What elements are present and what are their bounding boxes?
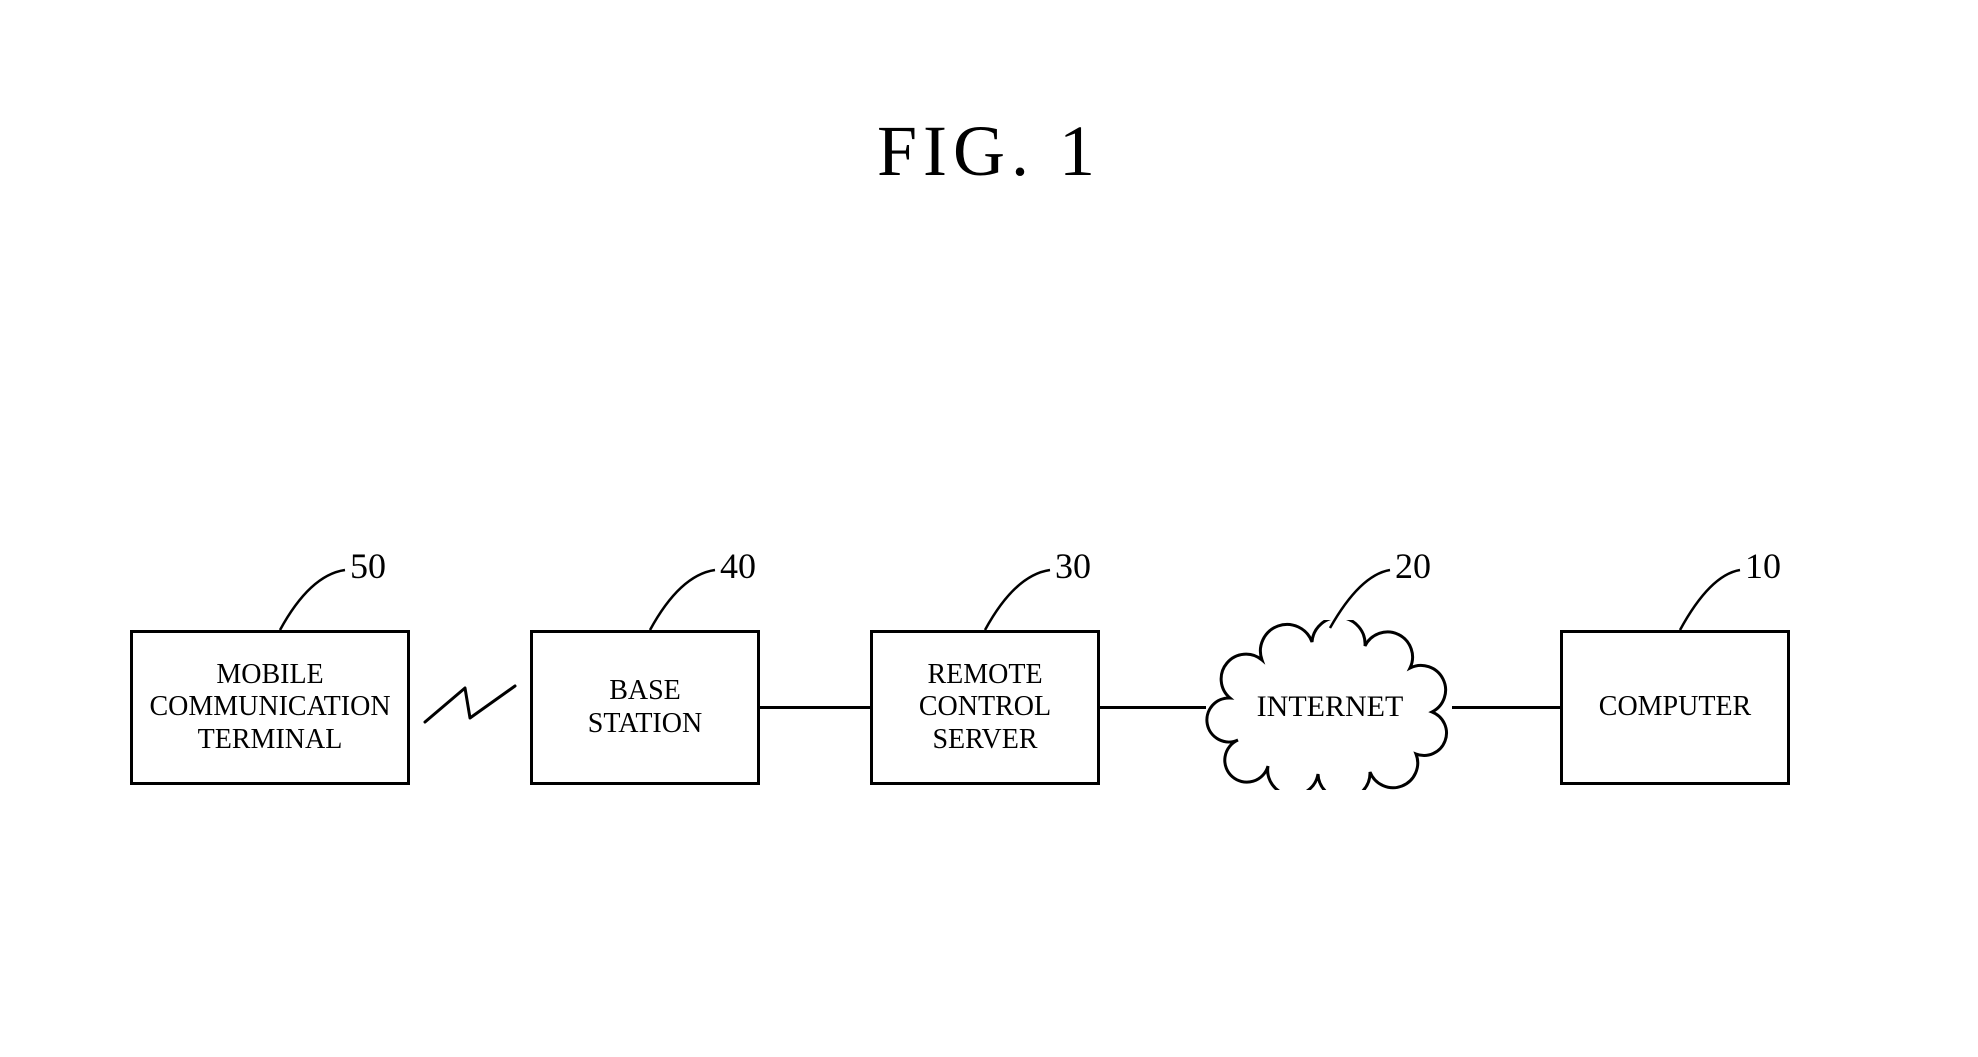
diagram-canvas: FIG. 1 MOBILECOMMUNICATIONTERMINAL 50 BA… bbox=[0, 0, 1978, 1057]
leader-10 bbox=[0, 0, 1978, 1057]
